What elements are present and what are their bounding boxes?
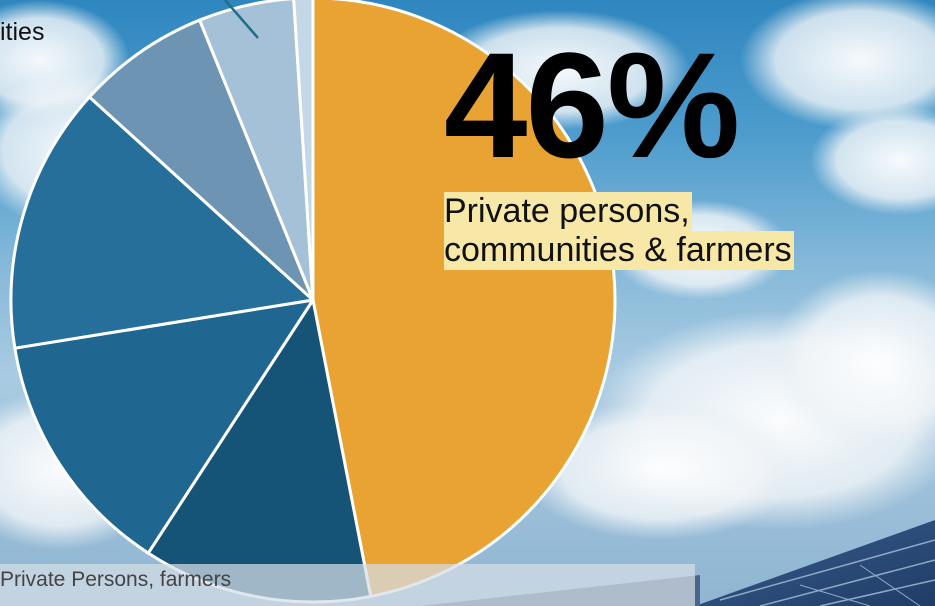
pie-slices: [9, 0, 617, 604]
bottom-caption: Private Persons, farmers: [0, 568, 232, 591]
cut-off-label: ities: [0, 18, 45, 46]
bottom-caption-bar: [0, 564, 695, 606]
pie-slice-6: [198, 0, 315, 302]
pie-slice-3: [13, 298, 315, 555]
highlight-label-line-2: communities & farmers: [444, 231, 794, 270]
leader-line: [224, 0, 259, 39]
pie-slice-1: [311, 0, 617, 598]
pie-slice-7: [292, 0, 315, 302]
highlight-label-line-1: Private persons,: [444, 192, 692, 231]
highlight-label: Private persons, communities & farmers: [444, 192, 794, 270]
highlight-percent: 46%: [444, 21, 740, 189]
pie-slice-4: [9, 95, 315, 350]
pie-slice-5: [87, 18, 315, 302]
